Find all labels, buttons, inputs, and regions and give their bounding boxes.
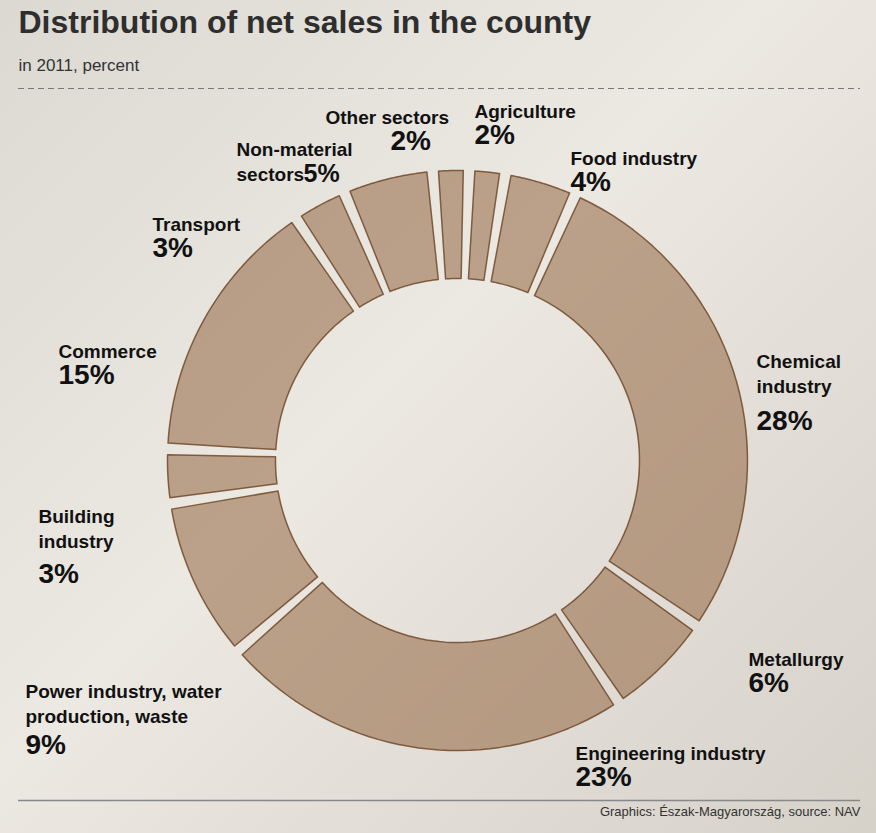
svg-text:Distribution of net sales in t: Distribution of net sales in the county [19,4,592,40]
svg-text:3%: 3% [153,232,194,263]
svg-text:Engineering industry: Engineering industry [575,743,766,764]
svg-text:in 2011, percent: in 2011, percent [19,56,140,75]
html-text:Non-material: Non-material [236,139,353,160]
svg-text:Metallurgy: Metallurgy [748,649,844,670]
svg-text:Buildingindustry: Buildingindustry [39,506,115,552]
svg-text:15%: 15% [59,359,115,390]
svg-text:9%: 9% [26,729,67,760]
html-text:sectors: sectors [236,163,305,185]
svg-text:4%: 4% [571,166,612,197]
svg-text:Commerce: Commerce [58,341,157,362]
svg-text:2%: 2% [475,119,516,150]
svg-text:Graphics: Észak-Magyarország,: Graphics: Észak-Magyarország, source: NA… [600,804,861,819]
svg-text:Agriculture: Agriculture [474,101,576,122]
svg-text:Food industry: Food industry [570,148,698,169]
svg-text:28%: 28% [757,405,813,436]
svg-text:6%: 6% [749,667,790,698]
svg-text:Transport: Transport [152,214,241,235]
svg-text:Power industry, waterproductio: Power industry, waterproduction, waste [26,681,223,727]
svg-text:Other sectors: Other sectors [325,107,449,128]
svg-text:3%: 3% [39,558,80,589]
svg-text:Chemicalindustry: Chemicalindustry [757,351,841,397]
svg-text:2%: 2% [391,125,432,156]
svg-text:5%: 5% [304,159,340,187]
svg-text:23%: 23% [576,761,632,792]
